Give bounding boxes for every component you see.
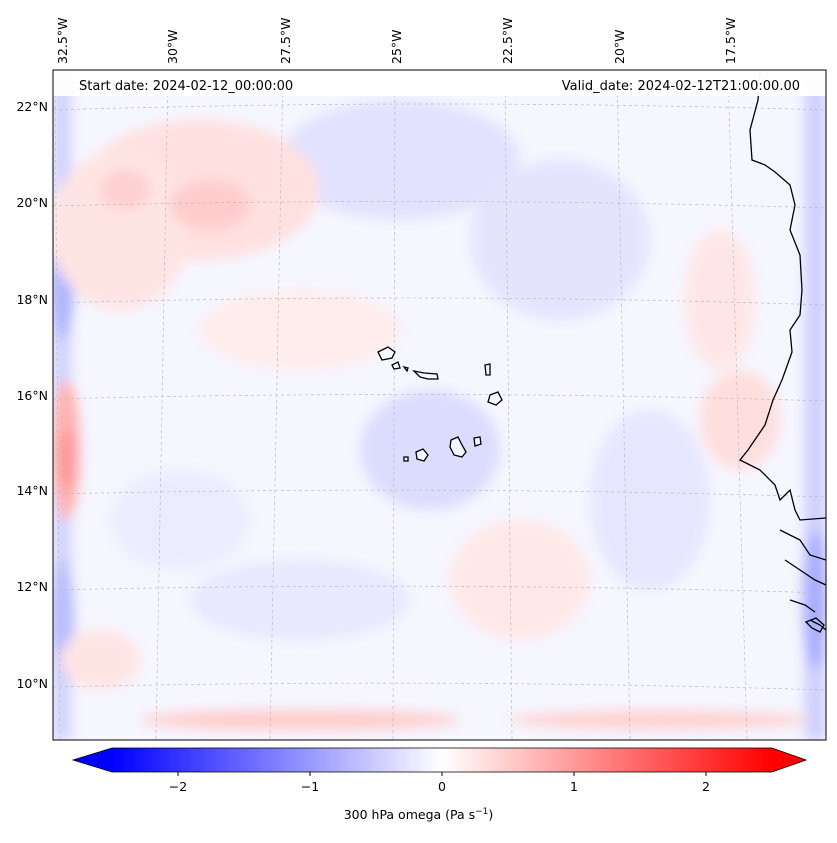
colorbar-tick-label: 0 <box>438 779 446 794</box>
colorbar-extend-low <box>73 748 112 772</box>
island-santa-luzia <box>402 365 409 373</box>
graticule <box>53 70 826 740</box>
lat-label: 10°N <box>16 676 48 691</box>
colorbar-label-suffix: ) <box>488 807 494 823</box>
lon-label: 17.5°W <box>723 18 738 64</box>
coastline <box>738 70 826 633</box>
lon-label: 32.5°W <box>55 18 70 64</box>
colorbar-label-exponent: −1 <box>475 807 489 817</box>
colorbar-extend-high <box>772 748 806 772</box>
lat-label: 12°N <box>16 579 48 594</box>
lat-label: 16°N <box>16 388 48 403</box>
lon-label: 25°W <box>389 29 404 64</box>
lon-label: 20°W <box>612 29 627 64</box>
african-coast <box>738 70 826 521</box>
island-boa-vista <box>487 391 503 406</box>
island-fogo <box>415 448 429 462</box>
colorbar-outline <box>71 747 808 773</box>
lat-label: 14°N <box>16 483 48 498</box>
lat-label: 20°N <box>16 195 48 210</box>
colorbar-tick-label: 1 <box>570 779 578 794</box>
lon-label: 30°W <box>165 29 180 64</box>
colorbar-ticks: −2 −1 0 1 2 <box>169 772 710 794</box>
omega-blobs <box>53 70 826 740</box>
start-date-label: Start date: 2024-02-12_00:00:00 <box>75 78 298 95</box>
cape-verde-islands <box>377 346 503 462</box>
island-santiago <box>449 436 467 458</box>
island-sal <box>484 363 491 376</box>
colorbar-body <box>112 748 772 772</box>
plot-frame <box>52 69 827 741</box>
colorbar-tick-label: −2 <box>169 779 187 794</box>
lat-labels: 22°N 20°N 18°N 16°N 14°N 12°N 10°N <box>16 99 48 691</box>
colorbar-tick-label: −1 <box>301 779 319 794</box>
island-sao-vicente <box>391 361 401 370</box>
lon-labels: 32.5°W 30°W 27.5°W 25°W 22.5°W 20°W 17.5… <box>55 18 738 64</box>
colorbar-label: 300 hPa omega (Pa s−1) <box>0 807 837 822</box>
colorbar-label-prefix: 300 hPa omega (Pa s <box>343 807 476 823</box>
colorbar-tick-label: 2 <box>702 779 710 794</box>
lat-label: 22°N <box>16 99 48 114</box>
lat-label: 18°N <box>16 292 48 307</box>
omega-field <box>53 70 826 740</box>
island-sao-nicolau <box>412 369 439 380</box>
lon-label: 22.5°W <box>500 18 515 64</box>
colorbar: −2 −1 0 1 2 <box>71 747 808 794</box>
island-brava <box>403 456 409 462</box>
valid-date-label: Valid_date: 2024-02-12T21:00:00.00 <box>557 78 804 95</box>
island-santo-antao <box>377 346 396 361</box>
island-maio <box>473 436 482 447</box>
lon-label: 27.5°W <box>278 18 293 64</box>
